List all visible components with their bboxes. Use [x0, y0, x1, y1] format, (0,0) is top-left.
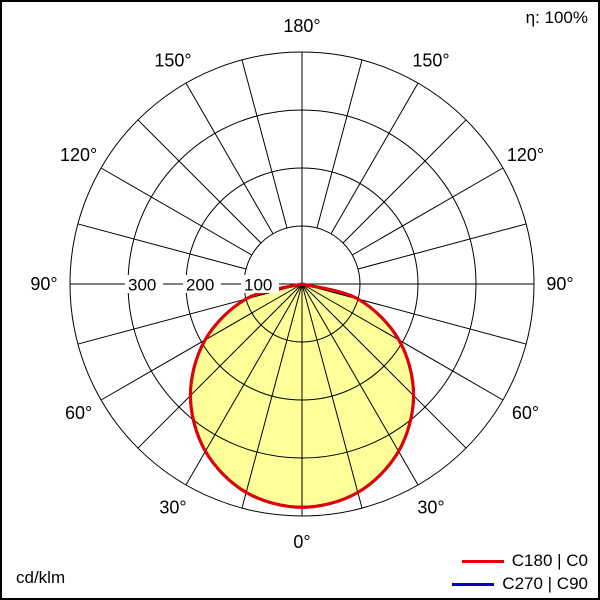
legend-line-c180-c0-icon [461, 559, 504, 563]
svg-text:60°: 60° [65, 403, 92, 423]
legend-item: C270 | C90 [452, 574, 588, 594]
svg-text:120°: 120° [60, 145, 97, 165]
svg-text:200: 200 [186, 276, 214, 295]
svg-text:60°: 60° [512, 403, 539, 423]
svg-text:120°: 120° [507, 145, 544, 165]
svg-text:150°: 150° [154, 51, 191, 71]
svg-text:150°: 150° [412, 51, 449, 71]
legend: C180 | C0 C270 | C90 [452, 551, 588, 594]
legend-label-c270-c90: C270 | C90 [502, 574, 588, 593]
units-label: cd/klm [16, 568, 66, 587]
legend-label-c180-c0: C180 | C0 [511, 551, 588, 570]
svg-text:90°: 90° [546, 274, 573, 294]
svg-text:300: 300 [128, 276, 156, 295]
svg-text:30°: 30° [417, 497, 444, 517]
svg-text:100: 100 [244, 276, 272, 295]
legend-item: C180 | C0 [461, 551, 588, 571]
svg-text:90°: 90° [30, 274, 57, 294]
svg-text:30°: 30° [159, 497, 186, 517]
svg-text:180°: 180° [283, 16, 320, 36]
svg-text:0°: 0° [293, 532, 310, 552]
legend-line-c270-c90-icon [452, 582, 495, 586]
efficiency-label: η: 100% [525, 8, 588, 27]
